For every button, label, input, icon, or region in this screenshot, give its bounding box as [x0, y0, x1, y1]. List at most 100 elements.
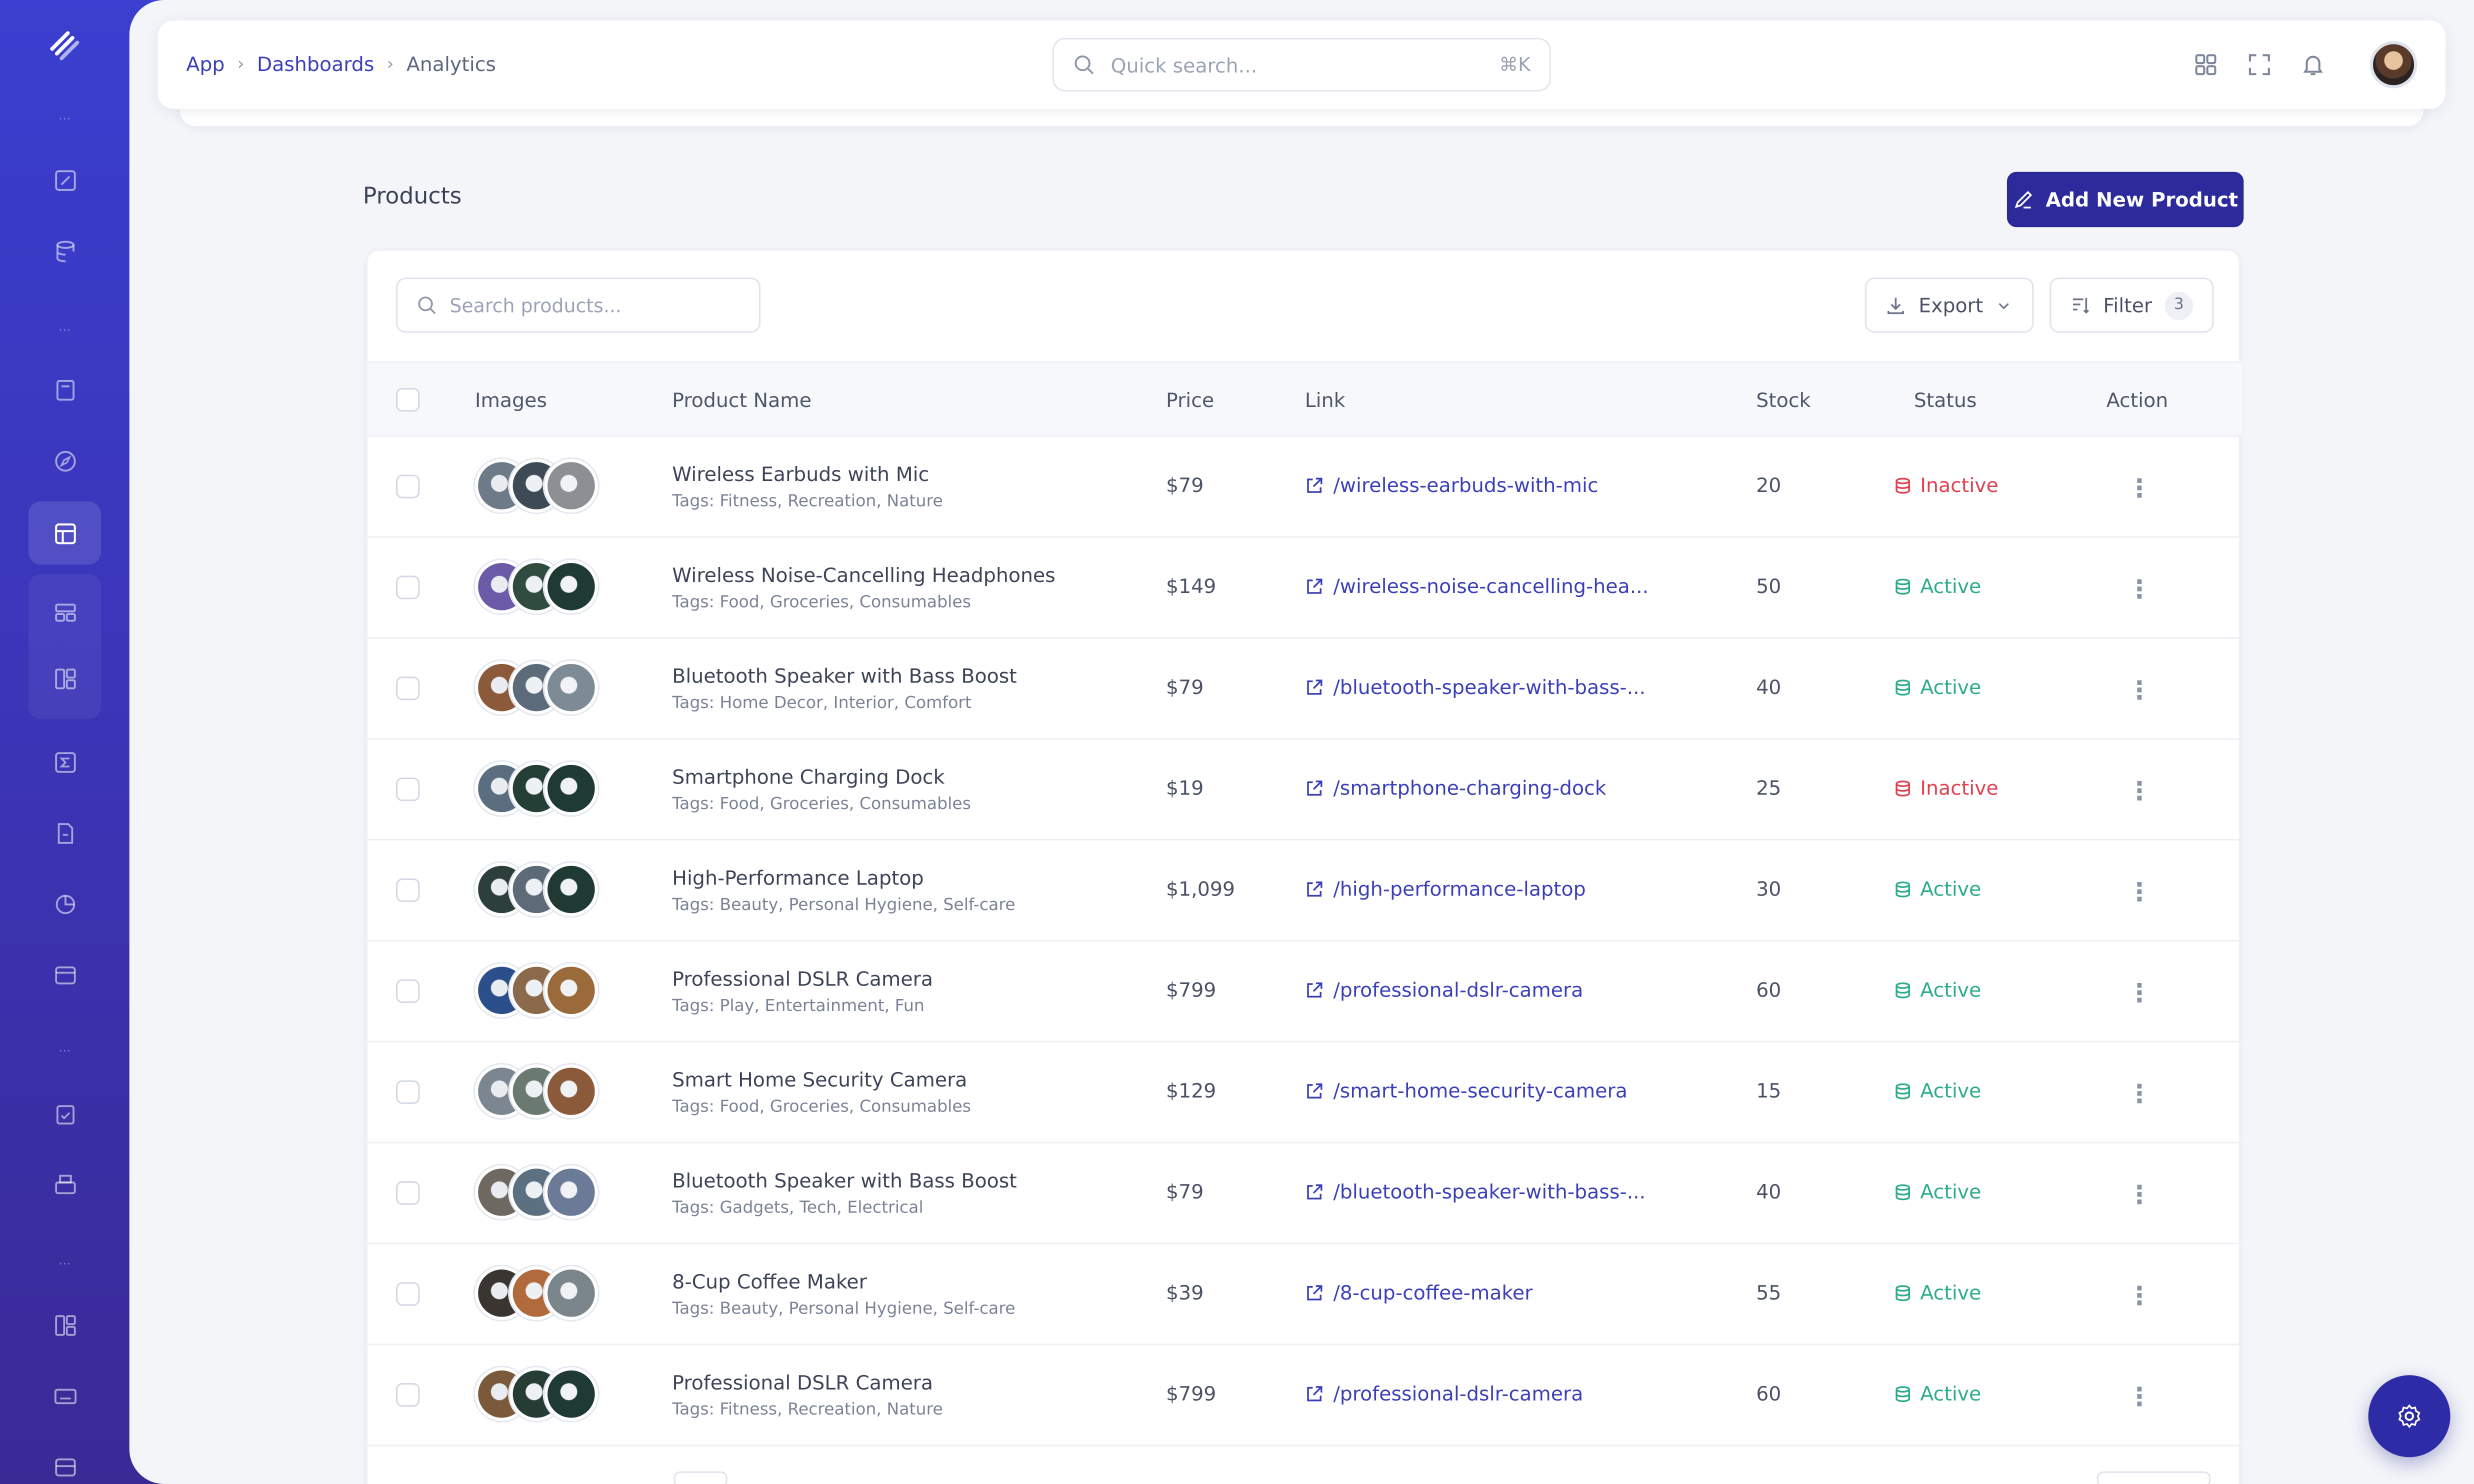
settings-fab[interactable] [2368, 1375, 2450, 1458]
more-actions-icon[interactable]: ⋮ [2126, 1078, 2152, 1108]
product-link[interactable]: /professional-dslr-camera [1305, 978, 1583, 1002]
product-link[interactable]: /smart-home-security-camera [1305, 1078, 1628, 1102]
sidebar-item-printer[interactable] [28, 1153, 101, 1216]
row-checkbox[interactable] [396, 979, 420, 1004]
table-row[interactable]: Bluetooth Speaker with Bass Boost Tags: … [368, 638, 2242, 740]
sidebar-item-sigma[interactable] [28, 730, 101, 793]
more-actions-icon[interactable]: ⋮ [2126, 573, 2152, 604]
pagination-control[interactable] [2096, 1471, 2211, 1484]
sidebar-item-clipboard[interactable] [28, 1082, 101, 1145]
select-all-checkbox[interactable] [396, 388, 420, 412]
product-name[interactable]: 8-Cup Coffee Maker [672, 1270, 867, 1294]
add-product-button[interactable]: Add New Product [2006, 172, 2244, 228]
table-row[interactable]: Professional DSLR Camera Tags: Play, Ent… [368, 942, 2242, 1042]
table-row[interactable]: Smart Home Security Camera Tags: Food, G… [368, 1042, 2242, 1144]
product-link[interactable]: /high-performance-laptop [1305, 877, 1586, 900]
sidebar-item-book[interactable] [28, 358, 101, 421]
row-checkbox[interactable] [396, 1080, 420, 1104]
product-thumbnail[interactable] [544, 964, 598, 1018]
row-checkbox[interactable] [396, 1282, 420, 1306]
sidebar-item-database[interactable] [28, 219, 101, 282]
product-name[interactable]: Wireless Earbuds with Mic [672, 462, 930, 486]
product-thumbnail[interactable] [544, 560, 598, 614]
product-thumbnail[interactable] [544, 1367, 598, 1421]
quick-search[interactable]: ⌘K [1052, 38, 1551, 92]
product-search[interactable] [396, 278, 761, 333]
row-checkbox[interactable] [396, 1181, 420, 1205]
row-checkbox[interactable] [396, 777, 420, 802]
sidebar-item-keyboard[interactable] [28, 1364, 101, 1427]
more-actions-icon[interactable]: ⋮ [2126, 1380, 2152, 1411]
row-checkbox[interactable] [396, 676, 420, 700]
sidebar-item-layout[interactable] [28, 580, 101, 644]
product-link[interactable]: /professional-dslr-camera [1305, 1382, 1583, 1405]
product-thumbnail[interactable] [544, 1165, 598, 1220]
product-name[interactable]: Bluetooth Speaker with Bass Boost [672, 1168, 1017, 1192]
product-thumbnail[interactable] [544, 762, 598, 816]
column-images[interactable]: Images [474, 388, 547, 412]
pagination-control[interactable] [674, 1471, 728, 1484]
sidebar-item-window[interactable] [28, 943, 101, 1006]
column-status[interactable]: Status [1914, 388, 1977, 412]
product-thumbnail[interactable] [544, 458, 598, 513]
product-name[interactable]: Smartphone Charging Dock [672, 764, 945, 789]
product-link[interactable]: /8-cup-coffee-maker [1305, 1280, 1532, 1304]
sidebar-item-table[interactable] [28, 502, 101, 565]
more-actions-icon[interactable]: ⋮ [2126, 976, 2152, 1007]
product-link[interactable]: /wireless-earbuds-with-mic [1305, 473, 1598, 497]
product-thumbnail[interactable] [544, 1064, 598, 1118]
table-row[interactable]: Smartphone Charging Dock Tags: Food, Gro… [368, 740, 2242, 841]
more-actions-icon[interactable]: ⋮ [2126, 1178, 2152, 1209]
sidebar-item-grid[interactable] [28, 1293, 101, 1356]
breadcrumb-dashboards[interactable]: Dashboards [256, 52, 374, 76]
sidebar-item-compass[interactable] [28, 429, 101, 492]
product-name[interactable]: High-Performance Laptop [672, 866, 924, 890]
user-avatar[interactable] [2370, 41, 2418, 88]
product-thumbnail[interactable] [544, 862, 598, 916]
product-link[interactable]: /smartphone-charging-dock [1305, 776, 1606, 800]
table-row[interactable]: Wireless Earbuds with Mic Tags: Fitness,… [368, 437, 2242, 538]
row-checkbox[interactable] [396, 474, 420, 498]
product-name[interactable]: Smart Home Security Camera [672, 1068, 968, 1092]
product-name[interactable]: Professional DSLR Camera [672, 966, 934, 990]
row-checkbox[interactable] [396, 1383, 420, 1407]
bell-icon[interactable] [2298, 49, 2329, 80]
logo-icon[interactable] [44, 25, 82, 63]
fullscreen-icon[interactable] [2244, 49, 2275, 80]
quick-search-input[interactable] [1110, 52, 1458, 76]
export-button[interactable]: Export [1864, 278, 2034, 333]
product-search-input[interactable] [450, 294, 734, 316]
row-checkbox[interactable] [396, 576, 420, 600]
table-row[interactable]: Wireless Noise-Cancelling Headphones Tag… [368, 538, 2242, 639]
apps-grid-icon[interactable] [2190, 49, 2222, 80]
column-product-name[interactable]: Product Name [672, 388, 812, 412]
filter-button[interactable]: Filter 3 [2050, 278, 2214, 333]
product-thumbnail[interactable] [544, 1266, 598, 1320]
sidebar-item-dashboard[interactable] [28, 646, 101, 710]
sidebar-item-chart[interactable] [28, 872, 101, 935]
sidebar-item-edit[interactable] [28, 148, 101, 211]
product-thumbnail[interactable] [544, 660, 598, 714]
column-link[interactable]: Link [1304, 388, 1346, 412]
product-name[interactable]: Professional DSLR Camera [672, 1370, 934, 1394]
product-name[interactable]: Bluetooth Speaker with Bass Boost [672, 664, 1017, 688]
table-row[interactable]: Professional DSLR Camera Tags: Fitness, … [368, 1345, 2242, 1446]
product-name[interactable]: Wireless Noise-Cancelling Headphones [672, 563, 1056, 587]
row-checkbox[interactable] [396, 878, 420, 902]
breadcrumb-app[interactable]: App [186, 52, 225, 76]
product-link[interactable]: /bluetooth-speaker-with-bass-... [1305, 675, 1646, 698]
more-actions-icon[interactable]: ⋮ [2126, 1280, 2152, 1310]
table-row[interactable]: 8-Cup Coffee Maker Tags: Beauty, Persona… [368, 1244, 2242, 1346]
table-row[interactable]: Bluetooth Speaker with Bass Boost Tags: … [368, 1144, 2242, 1244]
sidebar-item-archive[interactable] [28, 1435, 101, 1484]
column-stock[interactable]: Stock [1756, 388, 1811, 412]
more-actions-icon[interactable]: ⋮ [2126, 674, 2152, 704]
column-price[interactable]: Price [1166, 388, 1214, 412]
more-actions-icon[interactable]: ⋮ [2126, 876, 2152, 906]
table-row[interactable]: High-Performance Laptop Tags: Beauty, Pe… [368, 840, 2242, 942]
product-link[interactable]: /bluetooth-speaker-with-bass-... [1305, 1180, 1646, 1204]
more-actions-icon[interactable]: ⋮ [2126, 775, 2152, 806]
product-link[interactable]: /wireless-noise-cancelling-hea... [1305, 574, 1648, 598]
sidebar-item-file[interactable] [28, 801, 101, 864]
more-actions-icon[interactable]: ⋮ [2126, 472, 2152, 502]
